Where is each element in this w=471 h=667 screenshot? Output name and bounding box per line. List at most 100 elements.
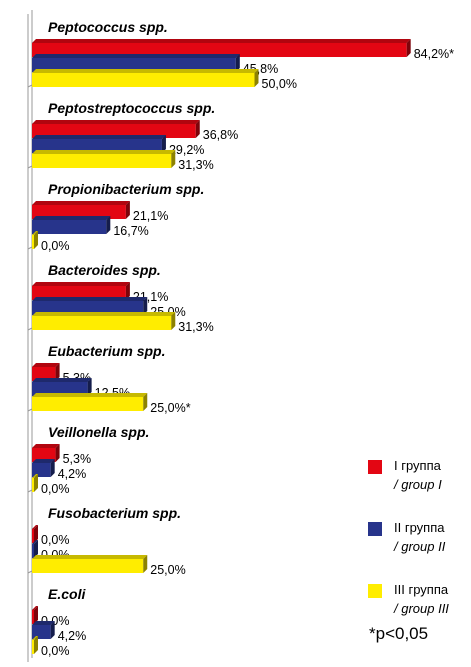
data-label: 16,7% (113, 224, 148, 238)
bar (32, 69, 259, 87)
bar-top-face (32, 135, 166, 139)
legend-item-group-3: III группа / group III (368, 580, 468, 642)
bar (32, 216, 111, 234)
bar-side-face (34, 606, 38, 624)
data-label: 0,0% (41, 239, 70, 253)
bar-side-face (50, 459, 55, 477)
category-label: Peptostreptococcus spp. (48, 100, 215, 116)
category-divider (27, 84, 33, 88)
bar (32, 201, 130, 219)
bar-side-face (143, 555, 148, 573)
category-divider (27, 246, 33, 250)
bar-front-face (32, 235, 34, 249)
data-label: 4,2% (58, 467, 87, 481)
bar-front-face (32, 544, 34, 558)
bar-top-face (32, 312, 176, 316)
bar-top-face (32, 54, 240, 58)
bar (32, 540, 38, 558)
bar (32, 636, 38, 654)
category-divider (27, 327, 33, 331)
category-divider (27, 165, 33, 169)
legend-label-group-1: I группа (394, 458, 441, 473)
bar-top-face (32, 69, 259, 73)
bar-front-face (32, 316, 172, 330)
bar (32, 312, 176, 330)
bar-side-face (50, 621, 55, 639)
category-divider (27, 489, 33, 493)
bar-front-face (32, 529, 34, 543)
bar-front-face (32, 43, 407, 57)
bar-side-face (55, 363, 60, 381)
data-label: 25,0%* (150, 401, 190, 415)
data-label: 0,0% (41, 482, 70, 496)
legend-swatch-group-1 (368, 460, 382, 474)
category-divider (27, 408, 33, 412)
bar-front-face (32, 448, 56, 462)
bar-top-face (32, 393, 148, 397)
bar-top-face (32, 150, 176, 154)
bar-top-face (32, 201, 130, 205)
legend: I группа / group I II группа / group I I … (368, 456, 468, 642)
category-label: Veillonella spp. (48, 424, 149, 440)
legend-label-group-2: II группа (394, 520, 445, 535)
bar-side-face (161, 135, 166, 153)
bar-side-face (106, 216, 111, 234)
bar-front-face (32, 124, 196, 138)
bar-front-face (32, 367, 56, 381)
bar-front-face (32, 463, 51, 477)
bar (32, 444, 60, 462)
bar-front-face (32, 625, 51, 639)
bar (32, 150, 176, 168)
category-label: Fusobacterium spp. (48, 505, 181, 521)
bar (32, 282, 130, 300)
bar (32, 525, 38, 543)
bar-front-face (32, 139, 162, 153)
data-label: 31,3% (178, 320, 213, 334)
legend-sublabel-group-2: / group II (394, 539, 446, 554)
bar (32, 231, 38, 249)
legend-swatch-group-2 (368, 522, 382, 536)
bar-top-face (32, 231, 38, 235)
bar-top-face (32, 378, 92, 382)
data-label: 25,0% (150, 563, 185, 577)
bar-side-face (143, 297, 148, 315)
significance-footnote: *p<0,05 (369, 624, 429, 643)
bar-side-face (406, 39, 411, 57)
bar-top-face (32, 120, 200, 124)
bar-front-face (32, 382, 88, 396)
bar-side-face (55, 444, 60, 462)
bar-front-face (32, 73, 255, 87)
category-divider (27, 570, 33, 574)
bar-side-face (34, 525, 38, 543)
bar-side-face (34, 231, 38, 249)
legend-item-group-1: I группа / group I (368, 456, 468, 518)
bar (32, 606, 38, 624)
data-label: 5,3% (63, 452, 92, 466)
data-label: 31,3% (178, 158, 213, 172)
data-label: 0,0% (41, 644, 70, 658)
bar-front-face (32, 397, 144, 411)
bar-front-face (32, 478, 34, 492)
bar-side-face (171, 312, 176, 330)
data-label: 21,1% (133, 209, 168, 223)
category-label: Peptococcus spp. (48, 19, 168, 35)
bar (32, 459, 55, 477)
legend-label-group-3: III группа (394, 582, 449, 597)
data-label: 50,0% (262, 77, 297, 91)
bar-top-face (32, 474, 38, 478)
bar-top-face (32, 363, 60, 367)
bar (32, 474, 38, 492)
bar-side-face (125, 201, 130, 219)
bar (32, 393, 148, 411)
bar-side-face (87, 378, 92, 396)
bar-side-face (235, 54, 240, 72)
bar-top-face (32, 297, 148, 301)
data-label: 84,2%* (414, 47, 454, 61)
bar (32, 39, 411, 57)
bar-top-face (32, 621, 55, 625)
bar-top-face (32, 540, 38, 544)
bar-front-face (32, 286, 126, 300)
bar-front-face (32, 610, 34, 624)
bar-top-face (32, 216, 111, 220)
